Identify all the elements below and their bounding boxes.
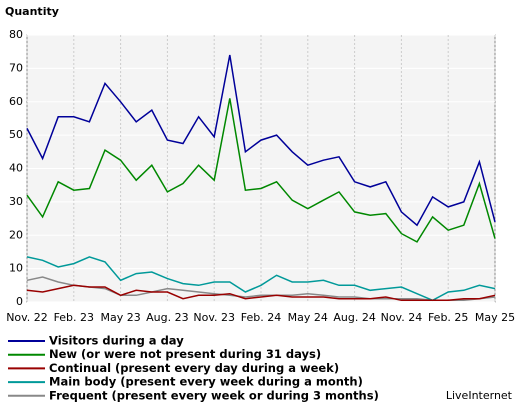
x-tick-label: Aug. 24 [333,311,375,324]
x-tick-label: Feb. 23 [54,311,94,324]
x-tick-label: May 24 [288,311,328,324]
y-tick-label: 80 [9,28,23,41]
y-tick-label: 30 [9,195,23,208]
y-tick-label: 20 [9,228,23,241]
series-line [26,98,496,243]
y-tick-label: 0 [16,295,23,308]
series-line [26,54,496,227]
x-tick-label: May 25 [475,311,515,324]
y-tick-label: 60 [9,95,23,108]
y-tick-label: 10 [9,262,23,275]
y-axis-label: Quantity [5,5,59,18]
y-tick-label: 50 [9,128,23,141]
x-tick-label: Feb. 25 [428,311,468,324]
x-tick-label: Feb. 24 [241,311,281,324]
x-tick-label: Nov. 24 [381,311,423,324]
legend-label: Main body (present every week during a m… [49,375,363,389]
series-line [26,284,496,302]
y-tick-label: 70 [9,61,23,74]
x-tick-label: Aug. 23 [146,311,188,324]
legend-label: Frequent (present every week or during 3… [49,388,379,402]
legend-label: Continual (present every day during a we… [49,361,339,375]
credit: LiveInternet [446,389,513,402]
series-line [26,276,496,302]
x-tick-label: May 23 [100,311,140,324]
series-line [26,256,496,302]
y-tick-label: 40 [9,162,23,175]
x-tick-label: Nov. 23 [193,311,235,324]
x-tick-label: Nov. 22 [6,311,48,324]
legend-label: Visitors during a day [49,334,184,348]
legend-label: New (or were not present during 31 days) [49,347,321,361]
